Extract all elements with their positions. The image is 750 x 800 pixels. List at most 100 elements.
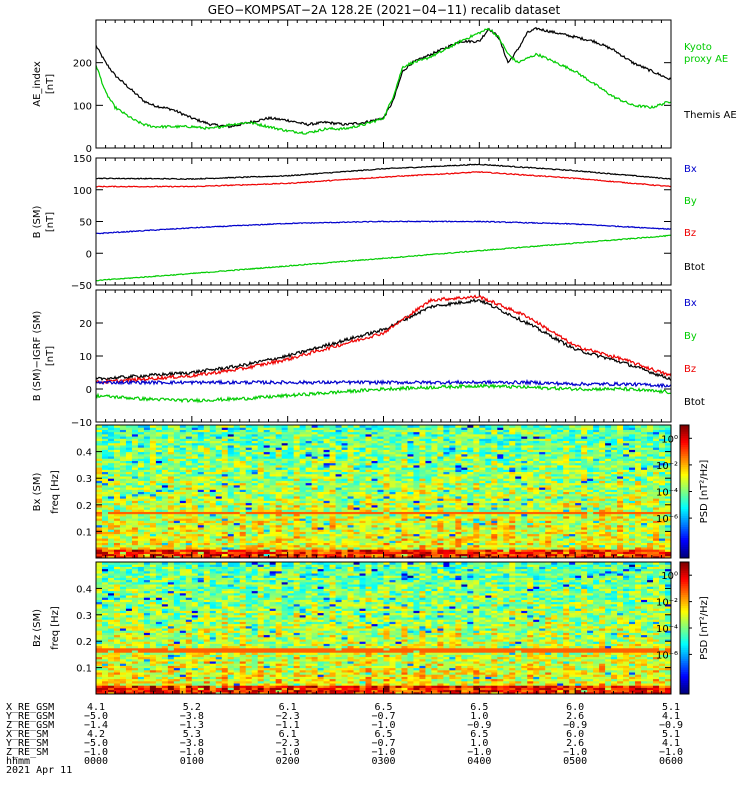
spec-cell [245,480,253,484]
spec-cell [143,433,151,437]
spec-cell [125,502,133,506]
spec-cell [221,471,229,475]
spec-cell [197,518,205,521]
spec-cell [96,462,103,466]
spec-cell [155,544,163,548]
spec-cell [131,522,139,526]
spec-cell [269,475,277,479]
spec-cell [209,540,217,543]
spec-cell [167,449,175,453]
spec-cell [179,518,187,521]
y-tick-label: 0 [86,385,92,396]
spec-cell [131,482,139,486]
spec-cell [221,544,229,548]
spec-cell [215,498,223,501]
spec-cell [203,487,211,490]
spec-cell [209,447,217,450]
spec-cell [257,442,265,446]
spec-cell [179,475,187,479]
spec-cell [203,449,211,453]
spec-cell [131,464,139,468]
spec-cell [275,551,283,555]
spec-cell [149,522,157,526]
spec-cell [209,542,217,546]
spec-cell [167,529,175,532]
spec-cell [263,442,271,446]
spec-cell [215,535,223,539]
spec-cell [287,451,295,455]
spec-cell [281,549,289,552]
spec-cell [299,498,307,501]
spec-cell [257,531,265,535]
spec-cell [269,469,277,473]
spec-cell [179,529,187,532]
spec-cell [137,487,145,490]
spec-cell [149,464,157,468]
spec-cell [221,553,229,557]
spec-cell [293,538,301,541]
spec-cell [131,518,139,521]
spec-cell [197,511,205,515]
spec-cell [251,520,259,524]
spec-cell [191,546,199,550]
spec-cell [293,495,301,499]
spec-cell [269,429,277,433]
spec-cell [113,542,121,546]
spec-cell [239,491,247,495]
spec-cell [203,484,211,488]
spec-cell [197,507,205,510]
spec-cell [191,511,199,515]
spec-cell [197,509,205,512]
spec-cell [191,444,199,448]
spec-cell [185,522,193,526]
spec-cell [185,469,193,473]
spec-cell [227,478,235,481]
spec-cell [167,538,175,541]
spec-cell [245,484,253,488]
spec-cell [101,522,109,526]
spec-cell [125,495,133,499]
spec-cell [281,433,289,437]
spec-cell [167,482,175,486]
spec-cell [215,507,223,510]
spec-cell [161,555,169,559]
spec-cell [155,493,163,497]
spec-cell [143,522,151,526]
spec-cell [179,526,187,530]
spec-cell [233,425,241,428]
spec-cell [209,520,217,524]
spec-cell [101,484,109,488]
spec-cell [287,553,295,557]
spec-cell [149,440,157,444]
spec-cell [179,429,187,433]
spec-cell [113,462,121,466]
spec-cell [167,447,175,450]
spec-cell [215,456,223,459]
spec-cell [221,460,229,464]
spec-cell [299,529,307,532]
spec-cell [191,482,199,486]
spec-cell [155,491,163,495]
spec-cell [149,444,157,448]
spec-cell [137,451,145,455]
spec-cell [281,533,289,537]
spec-cell [269,440,277,444]
spec-cell [197,484,205,488]
spec-cell [185,440,193,444]
spec-cell [167,484,175,488]
spec-cell [275,451,283,455]
spec-cell [191,524,199,528]
spec-cell [293,489,301,492]
spec-cell [113,469,121,473]
spec-cell [155,495,163,499]
spec-cell [275,500,283,504]
spec-cell [245,460,253,464]
spec-cell [299,507,307,510]
spec-cell [221,467,229,470]
spec-cell [197,495,205,499]
spec-cell [113,433,121,437]
spec-cell [239,433,247,437]
spec-cell [185,458,193,461]
spec-cell [287,491,295,495]
spec-cell [167,464,175,468]
